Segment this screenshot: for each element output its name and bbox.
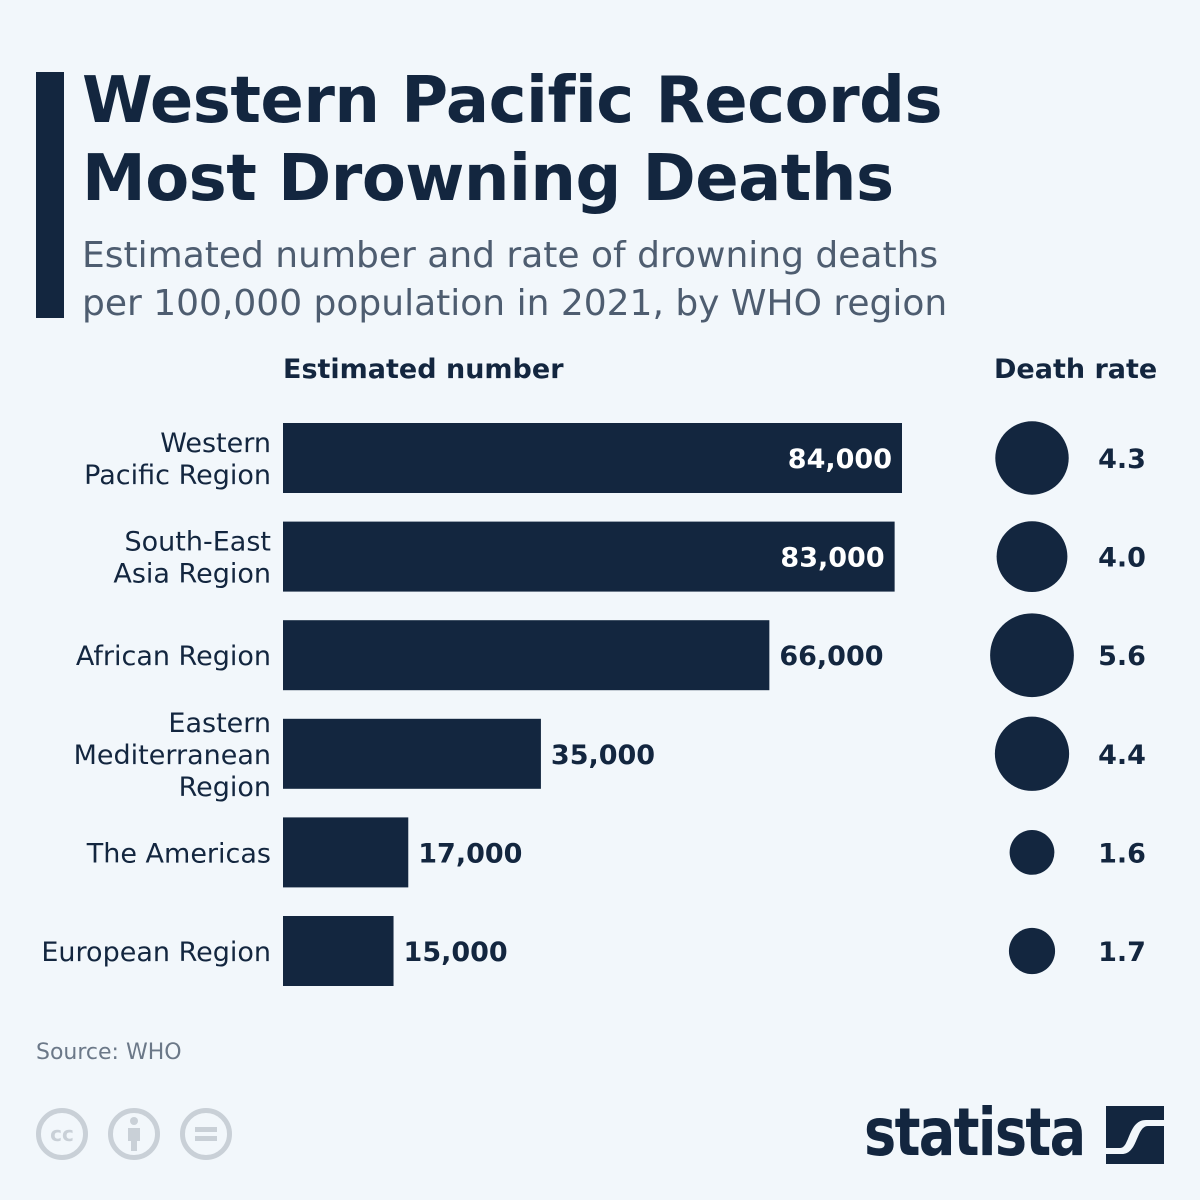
- bar-value-label: 84,000: [788, 444, 892, 475]
- bar: [283, 817, 409, 888]
- no-derivatives-icon[interactable]: [180, 1108, 232, 1160]
- bar-value-label: 66,000: [779, 641, 883, 672]
- bar: [283, 620, 770, 691]
- rate-value-label: 1.6: [1098, 838, 1146, 869]
- column-header-rate: Death rate: [994, 354, 1158, 385]
- rate-value-label: 4.3: [1098, 444, 1146, 475]
- rate-bubble: [1009, 830, 1055, 875]
- rate-value-label: 4.4: [1098, 740, 1146, 771]
- rate-bubble: [994, 716, 1070, 791]
- bar: [283, 916, 394, 986]
- bar: [283, 423, 902, 493]
- bar-value-label: 35,000: [551, 740, 655, 771]
- title-line-1: Western Pacific Records: [82, 64, 943, 138]
- source-note: Source: WHO: [36, 1040, 182, 1065]
- bar: [283, 521, 895, 592]
- page-title: Western Pacific Records Most Drowning Dea…: [82, 62, 943, 218]
- person-glyph: [128, 1117, 140, 1151]
- bar: [283, 718, 541, 789]
- rate-bubble: [995, 421, 1069, 495]
- category-label: Eastern Mediterranean Region: [74, 708, 271, 803]
- rate-value-label: 1.7: [1098, 937, 1146, 968]
- attribution-icon[interactable]: [108, 1108, 160, 1160]
- category-label: Western Pacific Region: [84, 428, 271, 491]
- bar-value-label: 17,000: [418, 838, 522, 869]
- rate-bubble: [996, 521, 1068, 592]
- cc-icon-text: cc: [50, 1122, 74, 1146]
- bar-value-label: 15,000: [404, 937, 508, 968]
- title-line-2: Most Drowning Deaths: [82, 142, 894, 216]
- equals-glyph: [195, 1127, 217, 1141]
- statista-logo-mark-icon: [1106, 1106, 1164, 1164]
- title-accent-bar: [36, 72, 64, 318]
- cc-icon[interactable]: cc: [36, 1108, 88, 1160]
- category-label: The Americas: [86, 838, 271, 869]
- subtitle-line-2: per 100,000 population in 2021, by WHO r…: [82, 283, 948, 324]
- rate-bubble: [1008, 927, 1056, 975]
- rate-value-label: 4.0: [1098, 543, 1146, 574]
- category-label: African Region: [76, 641, 271, 672]
- column-header-number: Estimated number: [283, 354, 564, 385]
- rate-bubble: [990, 613, 1074, 698]
- bar-value-label: 83,000: [780, 543, 884, 574]
- subtitle-line-1: Estimated number and rate of drowning de…: [82, 235, 939, 276]
- category-label: South-East Asia Region: [113, 527, 271, 590]
- rate-value-label: 5.6: [1098, 641, 1146, 672]
- subtitle: Estimated number and rate of drowning de…: [82, 232, 1182, 328]
- category-label: European Region: [41, 937, 271, 968]
- statista-logo[interactable]: statista: [864, 1094, 1086, 1171]
